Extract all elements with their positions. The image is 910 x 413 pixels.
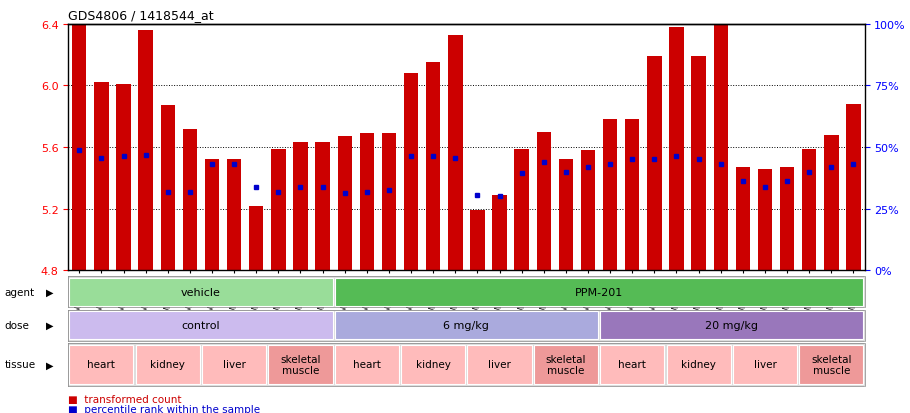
Bar [138,31,153,271]
Bar [116,85,131,271]
Bar [183,129,197,271]
Bar [335,278,864,306]
Bar [470,211,485,271]
Text: liver: liver [223,359,246,370]
Bar [780,168,794,271]
Text: dose: dose [5,320,29,330]
Bar [202,345,267,384]
Text: GDS4806 / 1418544_at: GDS4806 / 1418544_at [68,9,214,22]
Bar [69,311,332,339]
Bar [846,104,861,271]
Text: control: control [182,320,220,330]
Text: ▶: ▶ [46,287,53,297]
Text: kidney: kidney [416,359,450,370]
Text: 6 mg/kg: 6 mg/kg [443,320,490,330]
Bar [758,169,773,271]
Bar [69,345,134,384]
Bar [534,345,598,384]
Text: heart: heart [87,359,116,370]
Bar [824,135,838,271]
Text: tissue: tissue [5,359,35,370]
Bar [271,149,286,271]
Text: kidney: kidney [150,359,186,370]
Bar [69,278,332,306]
Bar [601,311,864,339]
Bar [666,345,731,384]
Bar [160,106,175,271]
Bar [692,57,706,271]
Bar [802,149,816,271]
Text: skeletal
muscle: skeletal muscle [546,354,586,375]
Bar [227,160,241,271]
Bar [537,132,551,271]
Bar [382,134,396,271]
Bar [670,28,683,271]
Bar [713,25,728,271]
Text: kidney: kidney [682,359,716,370]
Text: 20 mg/kg: 20 mg/kg [705,320,758,330]
Bar [72,25,86,271]
Bar [335,345,399,384]
Bar [249,206,263,271]
Text: ■  transformed count: ■ transformed count [68,394,182,404]
Bar [316,143,329,271]
Bar [514,149,529,271]
Text: heart: heart [618,359,646,370]
Bar [647,57,662,271]
Text: PPM-201: PPM-201 [575,287,623,297]
Bar [735,168,750,271]
Text: heart: heart [353,359,380,370]
Bar [205,160,219,271]
Bar [601,345,664,384]
Bar [492,195,507,271]
Bar [335,311,598,339]
Bar [448,36,462,271]
Text: ■  percentile rank within the sample: ■ percentile rank within the sample [68,404,260,413]
Text: skeletal
muscle: skeletal muscle [811,354,852,375]
Bar [581,151,595,271]
Text: liver: liver [488,359,511,370]
Bar [468,345,531,384]
Bar [338,137,352,271]
Bar [359,134,374,271]
Bar [625,120,640,271]
Bar [293,143,308,271]
Text: liver: liver [753,359,776,370]
Bar [268,345,332,384]
Bar [426,63,440,271]
Bar [95,83,108,271]
Bar [136,345,200,384]
Text: vehicle: vehicle [181,287,221,297]
Bar [603,120,617,271]
Text: agent: agent [5,287,35,297]
Bar [799,345,864,384]
Text: ▶: ▶ [46,320,53,330]
Text: skeletal
muscle: skeletal muscle [280,354,320,375]
Text: ▶: ▶ [46,359,53,370]
Bar [559,160,573,271]
Bar [401,345,465,384]
Bar [733,345,797,384]
Bar [404,74,419,271]
